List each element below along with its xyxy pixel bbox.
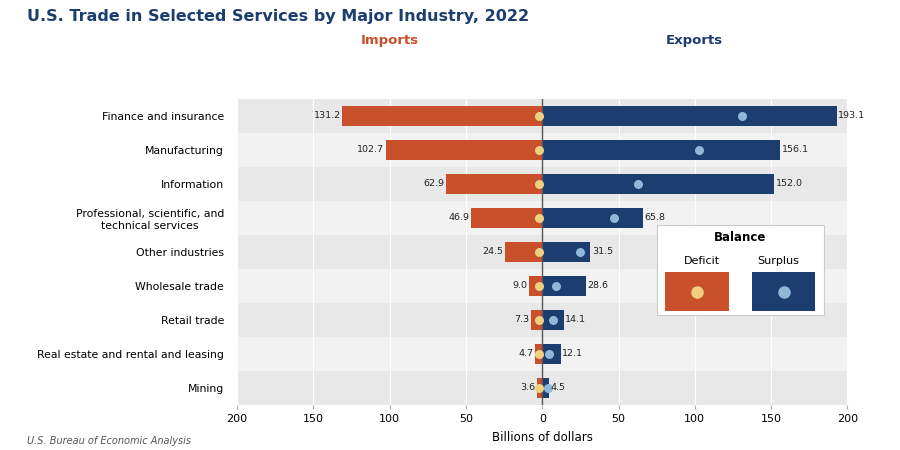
Text: 62.9: 62.9 (424, 180, 445, 189)
Bar (237, 269, 848, 303)
X-axis label: Billions of dollars: Billions of dollars (491, 431, 593, 444)
Text: 193.1: 193.1 (839, 112, 866, 121)
Bar (505, 242, 542, 262)
Bar (237, 371, 848, 405)
Bar (542, 242, 590, 262)
Text: 3.6: 3.6 (520, 383, 536, 392)
Text: Deficit: Deficit (684, 256, 720, 266)
Bar (531, 310, 542, 330)
Bar (237, 201, 848, 235)
Text: 12.1: 12.1 (562, 350, 583, 359)
Text: 7.3: 7.3 (515, 315, 529, 324)
FancyBboxPatch shape (657, 225, 824, 315)
Bar (385, 140, 542, 160)
Text: 46.9: 46.9 (448, 213, 469, 222)
Text: 152.0: 152.0 (776, 180, 803, 189)
Bar (237, 133, 848, 167)
Bar (237, 167, 848, 201)
Bar (237, 235, 848, 269)
Bar (342, 106, 542, 126)
Text: 4.5: 4.5 (551, 383, 565, 392)
Bar (542, 344, 561, 364)
Bar (536, 344, 542, 364)
Bar (542, 174, 774, 194)
Text: 4.7: 4.7 (518, 350, 534, 359)
Bar (237, 303, 848, 337)
Bar (542, 140, 780, 160)
Bar (542, 276, 586, 296)
Bar (542, 208, 643, 228)
Bar (237, 337, 848, 371)
Text: 31.5: 31.5 (592, 248, 613, 256)
Text: 14.1: 14.1 (565, 315, 586, 324)
Text: 65.8: 65.8 (644, 213, 665, 222)
Text: U.S. Trade in Selected Services by Major Industry, 2022: U.S. Trade in Selected Services by Major… (27, 9, 529, 24)
Bar (471, 208, 542, 228)
Bar (446, 174, 542, 194)
Bar (752, 272, 815, 311)
Text: 24.5: 24.5 (482, 248, 503, 256)
Text: Imports: Imports (361, 34, 419, 47)
Text: Balance: Balance (714, 231, 767, 244)
Text: 9.0: 9.0 (512, 282, 527, 291)
Bar (536, 378, 542, 398)
Text: 102.7: 102.7 (357, 145, 384, 154)
Bar (237, 99, 848, 133)
Bar (542, 378, 549, 398)
Text: U.S. Bureau of Economic Analysis: U.S. Bureau of Economic Analysis (27, 436, 191, 446)
Bar (542, 310, 563, 330)
Text: 156.1: 156.1 (782, 145, 809, 154)
Text: 28.6: 28.6 (588, 282, 608, 291)
Text: Surplus: Surplus (758, 256, 799, 266)
Bar (528, 276, 542, 296)
Bar (665, 272, 729, 311)
Text: Exports: Exports (666, 34, 724, 47)
Bar (542, 106, 837, 126)
Text: 131.2: 131.2 (313, 112, 340, 121)
